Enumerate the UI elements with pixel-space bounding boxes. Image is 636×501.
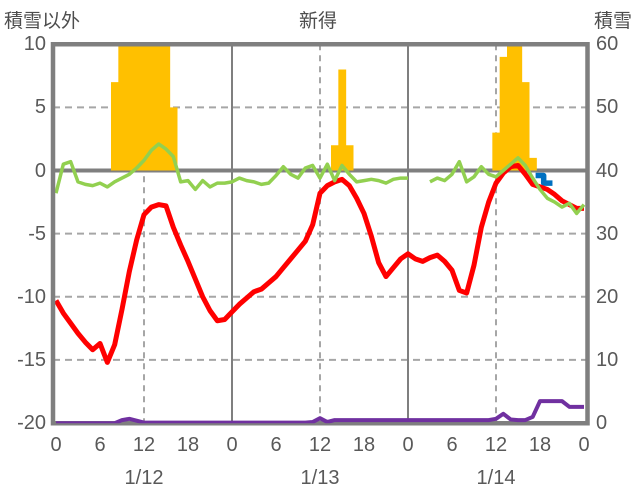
precipitation-bars [111,44,537,171]
date-label: 1/12 [124,467,164,489]
right-axis-tick-label: 20 [596,285,619,308]
plot-frame [50,42,590,426]
hour-tick-label: 18 [352,434,376,456]
left-axis-tick-label: 5 [34,96,46,119]
hour-tick-label: 0 [226,434,238,456]
date-label: 1/14 [476,467,516,489]
hour-tick-label: 12 [308,434,332,456]
right-axis-title: 積雪 [593,11,632,32]
temperature-line [53,162,584,365]
right-axis-tick-label: 30 [596,222,619,245]
left-axis-tick-label: 0 [34,159,46,182]
hour-tick-label: 12 [484,434,508,456]
right-axis-tick-label: 40 [596,159,619,182]
hour-tick-label: 0 [50,434,62,456]
left-axis-tick-label: -10 [17,285,46,308]
left-axis-tick-label: -15 [17,348,46,371]
hour-tick-label: 0 [578,434,590,456]
date-label: 1/13 [300,467,340,489]
hour-tick-label: 0 [402,434,414,456]
left-axis-tick-label: -20 [17,412,46,434]
right-axis-tick-label: 50 [596,96,619,119]
snow-depth-line [56,399,584,424]
hour-tick-label: 18 [176,434,200,456]
hour-tick-label: 6 [270,434,282,456]
left-axis-tick-label: -5 [28,222,46,245]
hour-tick-label: 6 [94,434,106,456]
blue-step-marker [535,172,553,186]
green-series-line [54,142,586,216]
left-axis-tick-label: 10 [23,33,46,56]
chart-title: 新得 [298,11,337,32]
hour-tick-label: 18 [528,434,552,456]
hour-tick-label: 12 [132,434,156,456]
vertical-gridlines [143,44,497,424]
right-axis-tick-label: 0 [596,412,608,435]
right-axis-tick-label: 60 [596,33,619,56]
right-axis-tick-label: 10 [596,349,619,372]
hour-tick-label: 6 [446,434,458,456]
left-axis-title: 積雪以外 [4,11,81,32]
